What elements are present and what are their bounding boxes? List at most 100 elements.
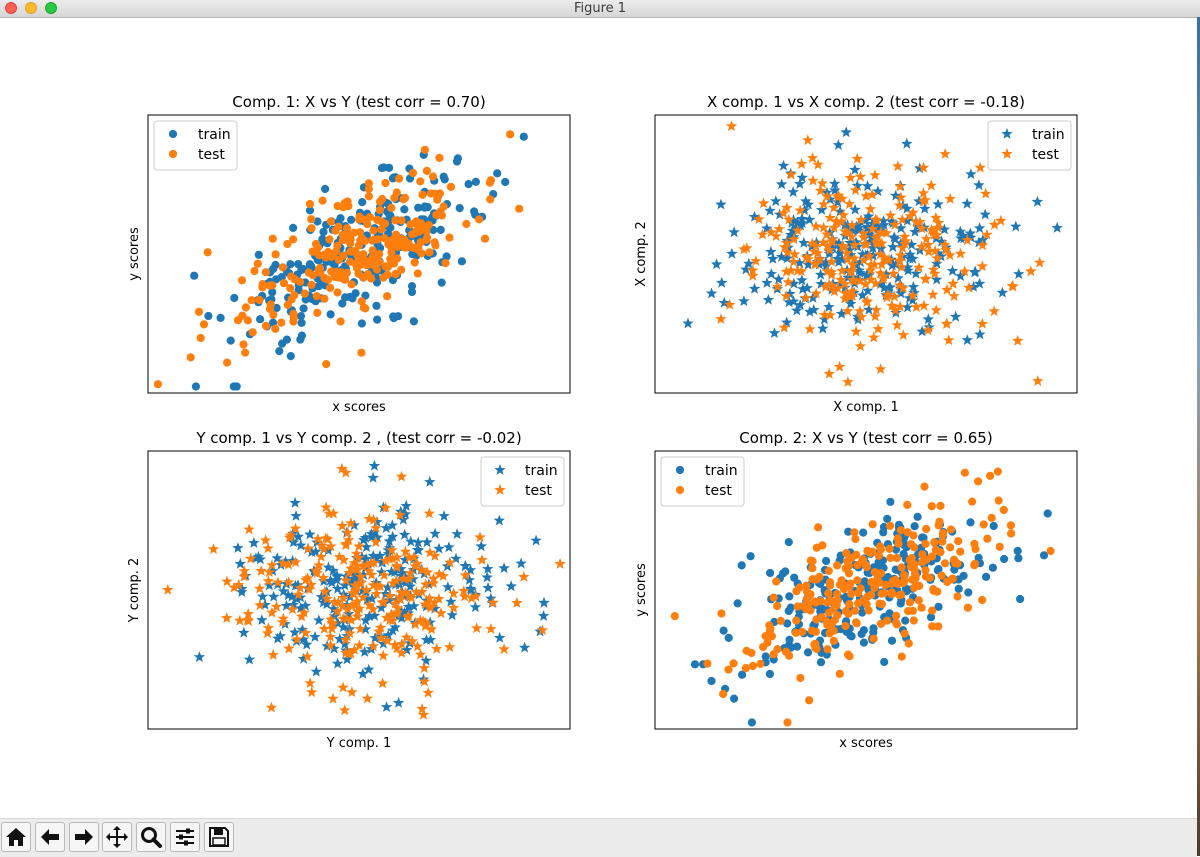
test-point [913, 261, 925, 273]
test-point [408, 551, 420, 562]
test-point [427, 572, 440, 584]
test-point [395, 647, 408, 658]
test-point [287, 272, 296, 281]
train-point [482, 563, 494, 574]
test-point [825, 255, 838, 267]
train-point [337, 621, 350, 633]
train-point [839, 219, 851, 231]
train-point [399, 508, 412, 520]
y-axis-label: X comp. 2 [634, 221, 649, 287]
train-point [833, 237, 845, 249]
test-point [153, 380, 162, 389]
test-point [821, 228, 833, 240]
train-point [440, 175, 449, 184]
test-point [368, 236, 377, 245]
train-point [420, 654, 432, 666]
legend-label-train: train [705, 463, 738, 479]
test-point [243, 316, 252, 325]
test-point [855, 311, 868, 322]
test-point [196, 333, 205, 343]
test-point [919, 273, 932, 285]
train-point [407, 573, 419, 585]
back-button[interactable] [35, 822, 65, 852]
train-point [334, 633, 346, 644]
train-point [895, 287, 907, 299]
home-button[interactable] [1, 822, 31, 852]
test-point [896, 213, 908, 225]
test-point [422, 686, 434, 698]
test-point [983, 534, 992, 543]
train-point [777, 159, 790, 171]
test-point [780, 265, 793, 277]
train-point [317, 596, 329, 608]
minimize-window-button[interactable] [25, 2, 37, 14]
test-point [812, 158, 824, 170]
y-axis-label: Y comp. 2 [127, 558, 142, 624]
test-point [842, 549, 851, 558]
train-point [982, 572, 991, 582]
test-point [759, 642, 768, 652]
test-point [433, 195, 442, 204]
train-point [791, 216, 804, 228]
test-point [289, 317, 298, 326]
chart-title: Comp. 1: X vs Y (test corr = 0.70) [232, 93, 485, 111]
y-axis-label: y scores [634, 563, 649, 617]
test-point [808, 575, 817, 584]
train-point [271, 260, 280, 270]
train-point [919, 202, 931, 214]
train-point [803, 648, 813, 657]
test-point [267, 649, 279, 660]
test-point [418, 675, 431, 687]
test-point [419, 620, 432, 632]
configure-subplots-button[interactable] [170, 822, 200, 852]
test-point [747, 264, 759, 276]
test-point [946, 543, 955, 552]
test-point [839, 278, 851, 289]
train-point [796, 171, 808, 183]
test-point [411, 243, 421, 252]
train-point [518, 641, 531, 653]
test-point [844, 569, 854, 578]
test-point [914, 596, 923, 605]
train-point [289, 626, 301, 638]
test-point [404, 567, 416, 579]
forward-button[interactable] [69, 822, 99, 852]
train-point [436, 225, 445, 234]
test-point [391, 559, 403, 571]
test-point [389, 597, 401, 609]
train-point [846, 631, 855, 640]
test-point [932, 216, 945, 228]
test-point [485, 623, 497, 634]
train-point [883, 514, 892, 523]
train-point [784, 287, 796, 299]
train-point [716, 276, 728, 288]
train-point [358, 646, 371, 657]
train-point [404, 580, 416, 592]
test-point [869, 310, 881, 322]
train-point [421, 536, 433, 548]
test-point [947, 277, 959, 289]
pan-button[interactable] [102, 822, 132, 852]
test-point [381, 178, 390, 188]
train-point [230, 293, 239, 303]
save-button[interactable] [204, 822, 234, 852]
maximize-window-button[interactable] [45, 2, 57, 14]
test-point [862, 600, 871, 609]
train-point [318, 235, 327, 244]
train-point [358, 198, 367, 207]
train-point [784, 538, 793, 547]
test-point [881, 580, 890, 590]
train-point [367, 549, 379, 561]
train-point [287, 527, 299, 539]
zoom-button[interactable] [136, 822, 166, 852]
test-point [279, 279, 289, 288]
train-point [946, 265, 959, 276]
test-point [221, 575, 233, 587]
test-point [756, 659, 765, 668]
test-point [465, 592, 478, 604]
train-point [282, 589, 294, 601]
train-point [324, 574, 336, 586]
test-point [378, 596, 390, 607]
test-point [897, 563, 906, 572]
close-window-button[interactable] [5, 2, 17, 14]
